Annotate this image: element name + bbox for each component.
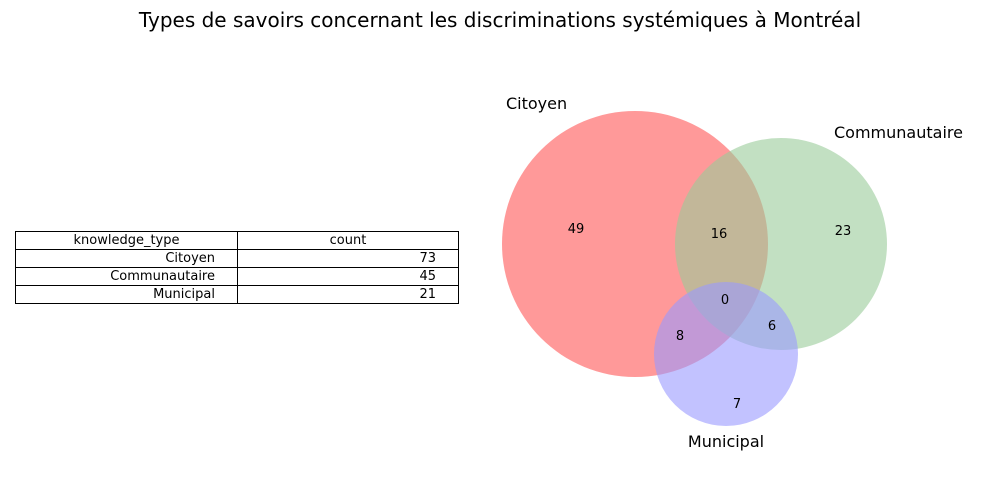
table-cell-count: 21 — [237, 285, 459, 304]
table-cell-text: 45 — [419, 269, 436, 284]
table-row: Communautaire 45 — [15, 267, 459, 286]
set-label-municipal: Municipal — [688, 432, 764, 451]
set-label-citoyen: Citoyen — [506, 94, 567, 113]
table-row: Municipal 21 — [15, 285, 459, 304]
region-value-communautaire-only: 23 — [835, 224, 852, 239]
table-cell-text: 21 — [419, 287, 436, 302]
region-value-all-three: 0 — [721, 293, 729, 308]
table-cell-text: 73 — [419, 251, 436, 266]
table-cell-type: Communautaire — [15, 267, 238, 286]
set-label-communautaire: Communautaire — [834, 123, 963, 142]
region-value-communautaire-municipal: 6 — [768, 319, 776, 334]
region-value-citoyen-communautaire: 16 — [711, 227, 728, 242]
table-cell-text: Municipal — [153, 287, 215, 302]
knowledge-table: knowledge_type count Citoyen 73 Communau… — [15, 231, 459, 304]
venn-circle-municipal — [654, 282, 798, 426]
region-value-citoyen-only: 49 — [568, 222, 585, 237]
region-value-citoyen-municipal: 8 — [676, 329, 684, 344]
table-cell-text: Communautaire — [110, 269, 215, 284]
table-cell-type: Municipal — [15, 285, 238, 304]
region-value-municipal-only: 7 — [733, 397, 741, 412]
chart-title: Types de savoirs concernant les discrimi… — [138, 8, 862, 32]
table-header-row: knowledge_type count — [15, 231, 459, 250]
table-cell-text: Citoyen — [165, 251, 215, 266]
